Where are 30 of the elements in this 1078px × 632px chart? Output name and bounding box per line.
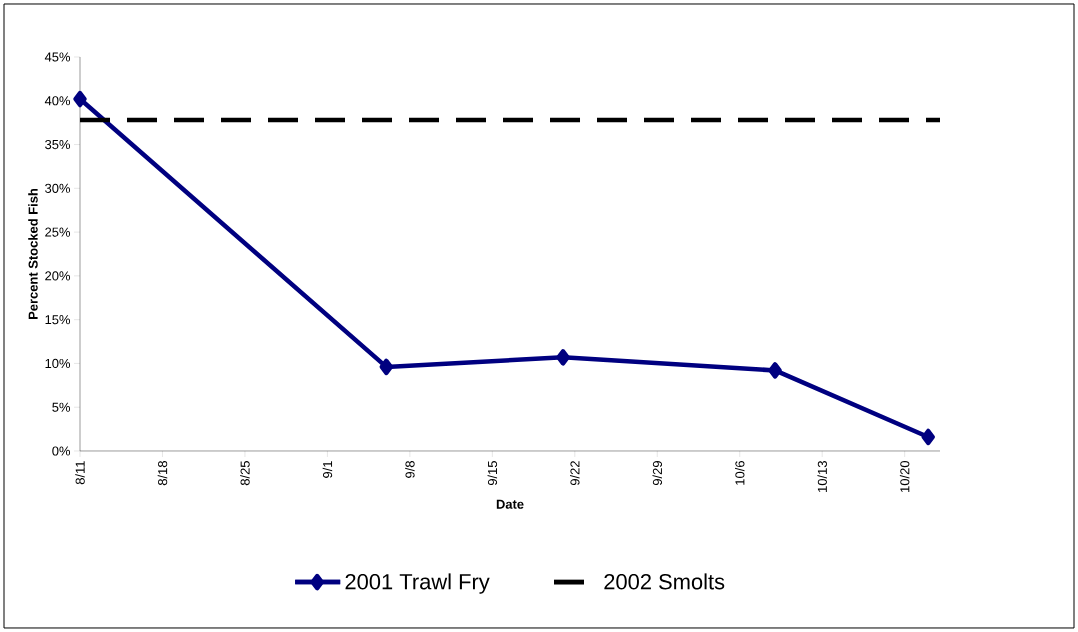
x-axis-title: Date [496,499,524,509]
y-tick-label: 15% [45,315,71,325]
x-tick-label: 9/8 [405,461,415,478]
y-tick-label: 40% [44,96,71,106]
point [556,349,570,366]
point [921,428,935,446]
x-tick-label: 9/1 [322,461,333,478]
x-tick-label: 8/25 [240,461,250,486]
x-tick-label: 8/18 [157,461,168,486]
x-tick-label: 9/15 [487,461,498,486]
point [379,358,394,376]
x-tick-label: 10/13 [817,461,827,492]
x-tick-label: 9/22 [570,461,580,486]
y-tick-label: 45% [44,52,71,62]
y-tick-label: 5% [52,402,71,412]
x-tick-label: 8/11 [75,461,85,485]
point [73,90,87,108]
x-tick-label: 10/20 [899,461,910,492]
y-axis-title: Percent Stocked Fish [28,188,38,319]
y-tick-label: 10% [45,358,71,369]
x-tick-label: 9/29 [652,461,663,486]
x-tick-label: 10/6 [734,461,745,485]
legend-label: 2002 Smolts [604,573,725,590]
legend-label: 2001 Trawl Fry [345,573,490,594]
y-tick-label: 35% [45,139,71,150]
y-tick-label: 30% [45,183,71,193]
y-tick-label: 20% [45,271,71,281]
y-tick-label: 25% [45,227,71,237]
point [768,362,782,379]
y-tick-label: 0% [52,446,71,456]
